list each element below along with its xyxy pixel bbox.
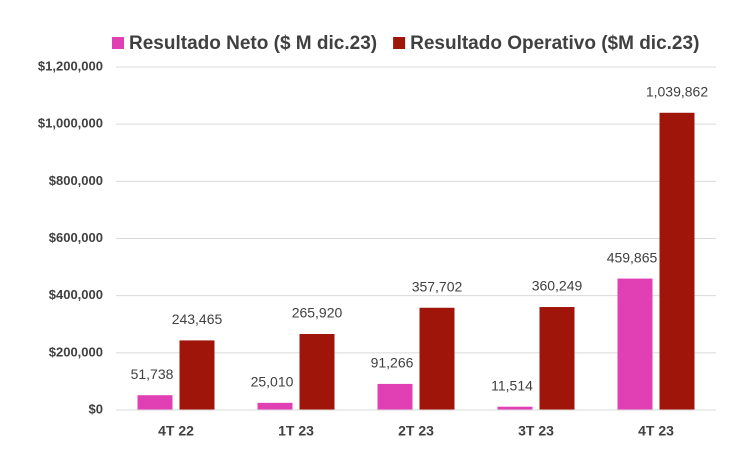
- value-label: 91,266: [371, 355, 414, 371]
- bar: [617, 278, 653, 410]
- y-tick-label: $400,000: [49, 287, 103, 302]
- legend-swatch: [112, 37, 124, 49]
- bar: [419, 307, 455, 410]
- y-tick-label: $800,000: [49, 173, 103, 188]
- value-label: 459,865: [607, 249, 658, 265]
- y-tick-label: $1,000,000: [38, 116, 103, 131]
- y-tick-label: $0: [89, 401, 103, 416]
- value-label: 51,738: [131, 366, 174, 382]
- bar: [137, 395, 173, 410]
- bar: [179, 340, 215, 410]
- legend-label: Resultado Neto ($ M dic.23): [129, 33, 377, 54]
- y-tick-label: $200,000: [49, 344, 103, 359]
- legend-label: Resultado Operativo ($M dic.23): [410, 33, 699, 54]
- legend-swatch: [393, 37, 406, 49]
- y-tick-label: $600,000: [49, 230, 103, 245]
- bar: [257, 402, 293, 410]
- x-tick-label: 2T 23: [398, 423, 434, 439]
- x-tick-label: 4T 23: [638, 423, 674, 439]
- value-label: 357,702: [412, 278, 463, 294]
- bar: [497, 406, 533, 410]
- bar: [377, 383, 413, 410]
- value-label: 1,039,862: [646, 83, 708, 99]
- value-label: 11,514: [491, 377, 533, 393]
- x-tick-label: 3T 23: [518, 423, 554, 439]
- bar: [539, 307, 575, 410]
- value-label: 265,920: [292, 305, 343, 321]
- x-tick-label: 1T 23: [278, 423, 314, 439]
- value-label: 25,010: [251, 374, 294, 390]
- value-label: 243,465: [172, 311, 223, 327]
- bar: [299, 333, 335, 410]
- value-label: 360,249: [532, 278, 583, 294]
- bar: [659, 112, 695, 411]
- x-tick-label: 4T 22: [158, 423, 194, 439]
- y-tick-label: $1,200,000: [38, 58, 103, 73]
